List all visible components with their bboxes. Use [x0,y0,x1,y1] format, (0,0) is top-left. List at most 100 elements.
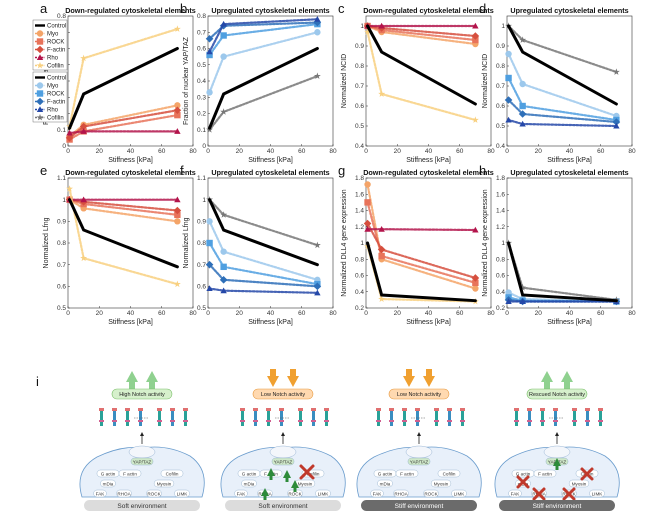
molecule-label: Myosin [434,482,449,487]
notch-receptors-icon [240,408,329,426]
series-control [208,198,319,267]
data-point [173,25,181,32]
arrow-down-icon [403,369,415,387]
x-axis-label-b: Stiffness [kPa] [248,157,293,164]
y-tick-label: 0.7 [496,83,505,90]
x-tick-label: 40 [425,148,433,155]
x-tick-label: 40 [425,310,433,317]
y-tick-label: 0.6 [197,284,206,291]
data-point [174,218,181,225]
molecule-node [430,479,452,488]
receptor-cap [138,408,143,411]
x-tick-label: 80 [189,310,197,317]
upregulated-arrow-icon [261,488,269,500]
notch-receptors-icon [514,408,603,426]
x-tick-label: 20 [535,310,543,317]
y-tick-label: 1.2 [496,224,505,231]
series-rho [206,285,321,296]
molecule-node [508,489,522,498]
receptor-cap [112,408,117,411]
receptor-band [112,420,117,422]
upregulated-arrow-icon [267,468,275,480]
legend-entry: Myo [47,84,59,90]
upregulated-arrow-icon [291,480,299,492]
molecule-node [271,457,295,466]
panel-letter-g: g [338,163,345,178]
panel-letter-i: i [36,374,39,389]
series-control [68,198,179,269]
series-rock [364,199,479,287]
molecule-node [116,489,132,498]
legend-entry: Rho [47,108,59,114]
x-tick-label: 60 [158,310,166,317]
legend-marker [36,45,44,54]
data-point [65,134,74,142]
x-tick-label: 0 [206,148,210,155]
series-line-control [208,198,319,267]
receptor-bar [377,410,380,426]
y-tick-label: 1 [360,240,364,247]
x-tick-label: 60 [298,148,306,155]
data-point [220,263,227,271]
data-point [519,284,527,291]
x-tick-label: 20 [535,148,543,155]
nucleus [543,445,571,459]
plot-frame-f [207,177,334,309]
receptor-bar [528,410,531,426]
y-tick-label: 0.5 [57,305,66,312]
molecule-label: FAK [237,492,247,497]
series-rho [505,116,620,129]
receptor-cap [434,408,439,411]
receptor-cap [447,408,452,411]
molecule-node [370,489,384,498]
x-tick-label: 0 [505,148,509,155]
legend-entry: ROCK [47,40,64,46]
x-tick-label: 0 [364,148,368,155]
x-tick-label: 0 [66,148,70,155]
x-tick-label: 80 [487,310,495,317]
series-control [366,24,477,106]
data-point [471,274,480,282]
data-point [472,226,479,233]
data-point [519,298,526,305]
legend-marker [36,97,44,106]
y-tick-label: 0.5 [197,305,206,312]
y-tick-label: 0.8 [355,63,364,70]
x-axis-label-f: Stiffness [kPa] [248,319,293,326]
receptor-band [157,420,162,422]
molecule-node [130,457,154,466]
data-point [205,34,214,43]
molecule-node [437,469,461,478]
x-tick-label: 40 [566,148,574,155]
molecule-node [93,489,107,498]
receptor-band [598,420,603,422]
receptor-cap [389,408,394,411]
receptor-band [240,420,245,422]
notch-state-pill [111,388,173,400]
series-control [507,24,618,106]
series-line-control [507,24,618,106]
legend-marker [36,82,44,89]
data-point [519,120,526,127]
data-point [519,102,526,110]
data-point [173,106,182,115]
series-f-actin [205,260,322,291]
molecule-label: F actin [538,472,552,477]
notch-state-pill [252,388,314,400]
y-tick-label: 0 [202,143,206,150]
environment-bar [361,500,477,511]
x-axis-label-a: Stiffness [kPa] [108,157,153,164]
series-cofilin [364,28,479,123]
legend-marker [36,113,44,121]
data-point [519,80,526,88]
receptor-cap [553,408,558,411]
molecule-node [533,469,557,478]
data-point [505,116,512,123]
molecule-node [241,479,257,488]
notch-receptors-icon [376,408,465,426]
y-tick-label: 0.8 [197,13,206,20]
molecule-label: RHOA [394,492,408,497]
series-myo [206,29,321,96]
plot-frame-b [207,15,334,147]
